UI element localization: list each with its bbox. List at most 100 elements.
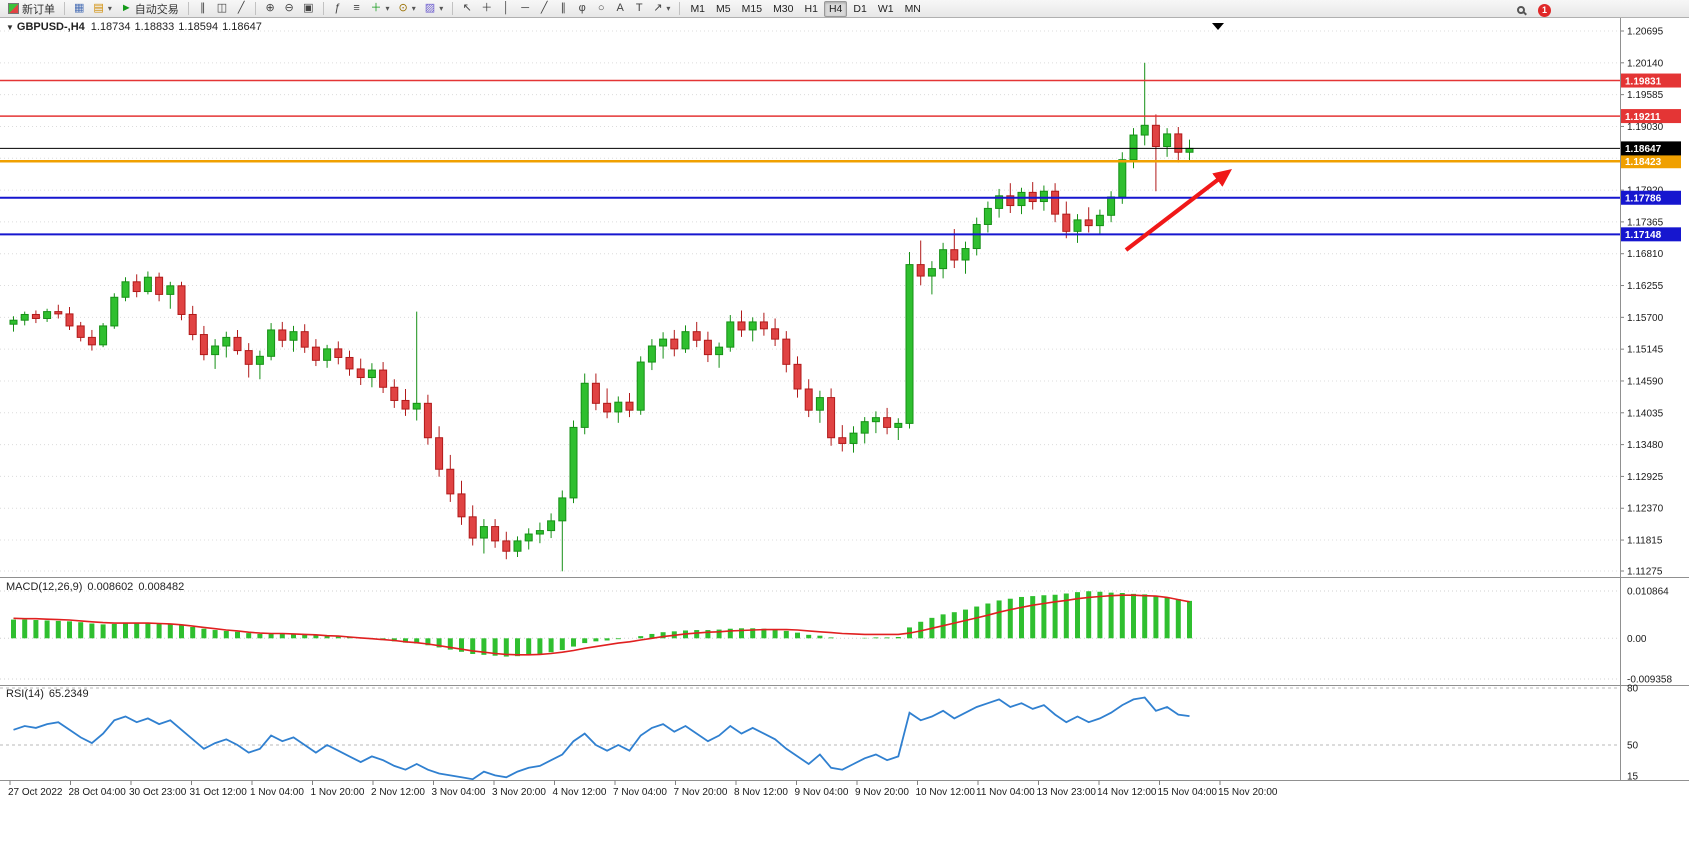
cursor-button[interactable]: ↖: [458, 1, 476, 17]
channel-button[interactable]: ∥: [554, 1, 572, 17]
search-button[interactable]: [1512, 2, 1530, 18]
vertical-line-button[interactable]: │: [497, 1, 515, 17]
candle: [267, 323, 276, 361]
candle: [479, 519, 488, 554]
candle: [1118, 152, 1127, 204]
price-chart-svg[interactable]: 1.206951.201401.195851.190301.184751.179…: [0, 18, 1689, 862]
candlestick-button[interactable]: ◫: [213, 1, 231, 17]
trendline-icon: ╱: [540, 2, 548, 14]
candle: [1163, 128, 1172, 157]
candle: [1151, 114, 1160, 192]
caret-down-icon: ▾: [439, 4, 444, 13]
indicators-button[interactable]: ƒ: [329, 1, 347, 17]
candle: [793, 356, 802, 398]
candle: [737, 310, 746, 337]
new-order-button[interactable]: 新订单: [4, 1, 59, 17]
price-axis-label: 1.11815: [1627, 536, 1663, 547]
candle: [211, 339, 220, 369]
candle: [110, 293, 119, 329]
support-line-2-badge: [1621, 227, 1681, 242]
bar-chart-icon: ∥: [199, 2, 206, 14]
ohlc-open: 1.18734: [90, 21, 131, 33]
line-chart-button[interactable]: ╱: [232, 1, 250, 17]
candle: [87, 329, 96, 351]
time-axis-label: 11 Nov 04:00: [976, 787, 1035, 798]
timeframe-w1-button-label: W1: [877, 2, 894, 15]
timeframe-h4-button[interactable]: H4: [823, 0, 848, 17]
candle: [916, 240, 925, 286]
candle: [323, 344, 332, 368]
text-label-button[interactable]: T: [630, 1, 648, 17]
caret-down-icon: ▾: [411, 4, 416, 13]
candle: [1084, 207, 1093, 233]
candle: [244, 343, 253, 378]
timeframe-mn-button-label: MN: [904, 2, 921, 15]
candle: [289, 325, 298, 352]
profiles-button[interactable]: ▤ ▾: [89, 1, 115, 17]
candle: [43, 308, 52, 322]
candle: [9, 316, 18, 332]
candle: [367, 363, 376, 388]
rsi-indicator-label[interactable]: RSI(14) 65.2349: [6, 688, 94, 700]
indicator-windows-button[interactable]: ≡: [348, 1, 366, 17]
shapes-button[interactable]: ○: [592, 1, 610, 17]
timeframe-h1-button[interactable]: H1: [800, 1, 823, 17]
text-icon: A: [616, 2, 624, 14]
candle: [636, 356, 645, 415]
horizontal-line-button[interactable]: ─: [516, 1, 534, 17]
fibonacci-button[interactable]: φ: [573, 1, 591, 17]
chart-collapse-icon[interactable]: ▼: [6, 23, 14, 32]
crosshair-button[interactable]: ＋: [477, 1, 496, 17]
chart-shift-marker[interactable]: [1212, 23, 1224, 30]
new-order-icon: [8, 3, 19, 14]
text-button[interactable]: A: [611, 1, 629, 17]
candle: [502, 531, 511, 560]
timeframe-mn-button[interactable]: MN: [900, 1, 926, 17]
candle: [625, 393, 634, 418]
zoom-in-button[interactable]: ⊕: [261, 1, 279, 17]
candle: [972, 217, 981, 256]
arrows-button[interactable]: ↗ ▾: [649, 1, 674, 17]
auto-trading-button[interactable]: ► 自动交易: [117, 1, 183, 17]
candle: [300, 324, 309, 353]
rsi-axis-label: 80: [1627, 684, 1639, 695]
price-axis-label: 1.14590: [1627, 376, 1664, 387]
price-axis-label: 1.17365: [1627, 217, 1664, 228]
candle: [815, 390, 824, 423]
timeframe-m30-button[interactable]: M30: [768, 1, 798, 17]
candle: [255, 350, 264, 380]
time-axis-label: 13 Nov 23:00: [1037, 787, 1097, 798]
tile-windows-button[interactable]: ▣: [299, 1, 317, 17]
timeframe-m15-button[interactable]: M15: [737, 1, 767, 17]
toolbar-right-group: 1: [1512, 2, 1551, 18]
candle: [311, 339, 320, 367]
cursor-icon: ↖: [462, 2, 472, 14]
timeframe-m5-button[interactable]: M5: [711, 1, 736, 17]
chart-panel[interactable]: 1.206951.201401.195851.190301.184751.179…: [0, 18, 1689, 862]
bar-chart-button[interactable]: ∥: [194, 1, 212, 17]
candle: [860, 417, 869, 444]
timeframe-m1-button-label: M1: [690, 2, 706, 15]
zoom-out-button[interactable]: ⊖: [280, 1, 298, 17]
candle: [871, 411, 880, 434]
periods-button[interactable]: ⊙ ▾: [395, 1, 420, 17]
trend-arrow-annotation[interactable]: [1124, 168, 1233, 252]
add-indicator-button[interactable]: ＋ ▾: [367, 1, 394, 17]
templates-button[interactable]: ▨ ▾: [421, 1, 447, 17]
chart-title: ▼ GBPUSD-,H4 1.18734 1.18833 1.18594 1.18647: [6, 21, 266, 33]
time-axis-label: 15 Nov 20:00: [1218, 787, 1278, 798]
toolbar-separator: [322, 2, 324, 15]
svg-text:1.17786: 1.17786: [1625, 194, 1662, 205]
candle: [20, 311, 29, 326]
timeframe-m1-button[interactable]: M1: [685, 1, 710, 17]
timeframe-w1-button[interactable]: W1: [873, 1, 899, 17]
trendline-button[interactable]: ╱: [535, 1, 553, 17]
time-axis-label: 15 Nov 04:00: [1158, 787, 1218, 798]
macd-indicator-label[interactable]: MACD(12,26,9) 0.008602 0.008482: [6, 581, 189, 593]
new-chart-button[interactable]: ▦: [70, 1, 88, 17]
time-axis-label: 9 Nov 04:00: [795, 787, 849, 798]
timeframe-d1-button[interactable]: D1: [848, 1, 871, 17]
templates-icon: ▨: [424, 2, 436, 14]
notification-badge[interactable]: 1: [1538, 3, 1551, 17]
